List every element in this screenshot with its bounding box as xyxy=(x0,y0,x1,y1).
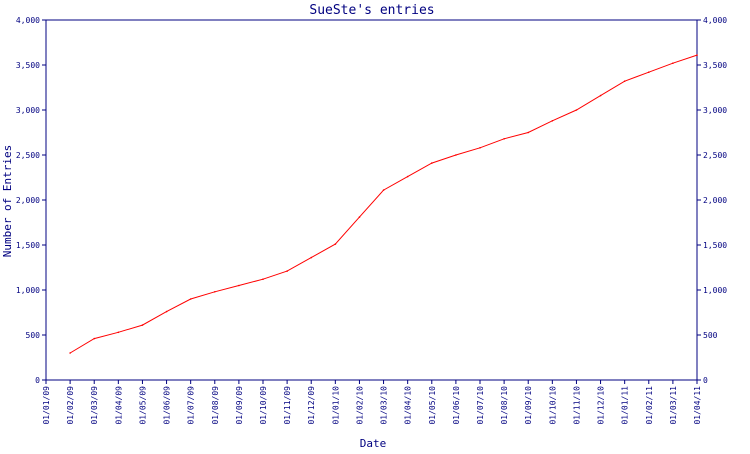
data-point xyxy=(551,120,554,122)
x-tick-label: 01/11/09 xyxy=(283,386,292,425)
y-tick-label-right: 1,000 xyxy=(703,286,727,295)
data-point xyxy=(69,352,71,354)
y-tick-label-left: 500 xyxy=(26,331,41,340)
x-tick-label: 01/07/10 xyxy=(476,386,485,425)
x-tick-label: 01/08/10 xyxy=(500,386,509,425)
x-tick-label: 01/09/09 xyxy=(235,386,244,425)
x-tick-label: 01/01/09 xyxy=(42,386,51,425)
data-point xyxy=(213,291,216,293)
x-tick-label: 01/04/10 xyxy=(404,386,413,425)
data-point xyxy=(527,131,530,134)
y-tick-label-right: 2,500 xyxy=(703,151,727,160)
data-point xyxy=(503,138,505,140)
data-point xyxy=(238,284,240,287)
y-tick-label-left: 3,000 xyxy=(16,106,40,115)
x-tick-label: 01/04/11 xyxy=(693,386,702,425)
data-point xyxy=(455,154,457,156)
y-tick-label-right: 3,500 xyxy=(703,61,727,70)
data-point xyxy=(575,109,578,111)
data-point xyxy=(672,62,674,64)
x-tick-label: 01/10/09 xyxy=(259,386,268,425)
chart-title: SueSte's entries xyxy=(309,3,434,18)
y-tick-label-left: 1,500 xyxy=(16,241,40,250)
x-tick-label: 01/03/09 xyxy=(90,386,99,425)
x-tick-label: 01/06/09 xyxy=(163,386,172,425)
y-tick-label-left: 3,500 xyxy=(16,61,40,70)
data-point xyxy=(334,243,337,245)
data-point xyxy=(696,54,698,56)
y-tick-label-right: 2,000 xyxy=(703,196,727,205)
y-axis-label: Number of Entries xyxy=(1,145,14,258)
plot-area: 0 0 500 500 1,000 1,000 1,500 1,500 2,000 2,000 2,… xyxy=(16,16,727,425)
x-axis-label: Date xyxy=(360,437,387,450)
x-tick-label: 01/08/09 xyxy=(211,386,220,425)
data-point xyxy=(189,298,192,300)
x-tick-label: 01/03/10 xyxy=(380,386,389,425)
data-point xyxy=(286,270,288,272)
y-tick-label-right: 500 xyxy=(703,331,718,340)
y-tick-label-right: 4,000 xyxy=(703,16,727,25)
x-tick-label: 01/12/09 xyxy=(307,386,316,425)
data-point xyxy=(382,189,385,191)
x-tick-label: 01/05/09 xyxy=(138,386,147,425)
x-tick-label: 01/02/09 xyxy=(66,386,75,425)
plot-frame xyxy=(45,19,698,381)
x-tick-label: 01/12/10 xyxy=(597,386,606,425)
x-tick-label: 01/04/09 xyxy=(114,386,123,425)
data-point xyxy=(479,147,481,149)
x-tick-label: 01/11/10 xyxy=(572,386,581,425)
data-point xyxy=(310,256,313,259)
data-point xyxy=(430,162,433,164)
data-point xyxy=(141,324,144,326)
x-tick-label: 01/02/10 xyxy=(355,386,364,425)
x-tick-label: 01/01/11 xyxy=(621,386,630,425)
y-tick-label-left: 1,000 xyxy=(16,286,40,295)
y-tick-label-left: 2,000 xyxy=(16,196,40,205)
y-tick-label-left: 2,500 xyxy=(16,151,40,160)
x-tick-label: 01/07/09 xyxy=(187,386,196,425)
series-line xyxy=(69,54,698,354)
x-tick-label: 01/10/10 xyxy=(548,386,557,425)
data-point xyxy=(165,310,168,313)
y-tick-label-right: 1,500 xyxy=(703,241,727,250)
x-tick-label: 01/01/10 xyxy=(331,386,340,425)
data-point xyxy=(262,278,264,281)
x-tick-label: 01/05/10 xyxy=(428,386,437,425)
data-point xyxy=(647,71,650,73)
y-tick-label-left: 4,000 xyxy=(16,16,40,25)
y-tick-label-right: 0 xyxy=(703,376,708,385)
data-point xyxy=(93,337,96,340)
data-point xyxy=(623,80,626,82)
data-point xyxy=(406,175,409,178)
data-point xyxy=(358,216,361,218)
data-point xyxy=(599,94,602,97)
y-tick-label-right: 3,000 xyxy=(703,106,727,115)
x-tick-label: 01/02/11 xyxy=(645,386,654,425)
data-point xyxy=(117,331,120,334)
x-tick-label: 01/09/10 xyxy=(524,386,533,425)
x-tick-label: 01/06/10 xyxy=(452,386,461,425)
x-tick-label: 01/03/11 xyxy=(669,386,678,425)
y-tick-label-left: 0 xyxy=(35,376,40,385)
